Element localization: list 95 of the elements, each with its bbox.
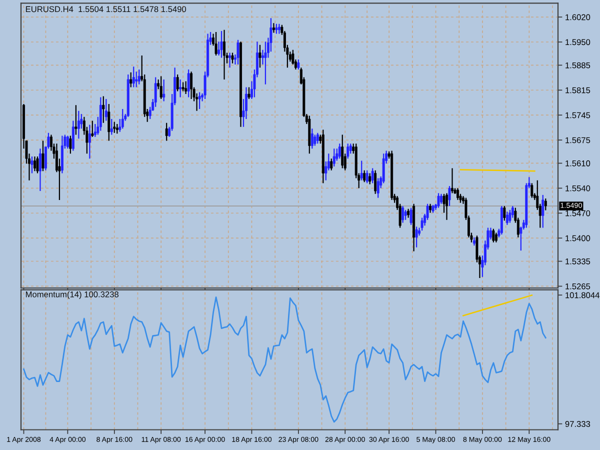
candlestick (371, 168, 374, 184)
y-tick-label: 1.5950 (566, 39, 590, 46)
candlestick (278, 23, 280, 34)
candlestick (456, 188, 459, 200)
candlestick (420, 217, 424, 232)
y-tick-label: 1.5675 (566, 137, 590, 144)
candlestick (236, 39, 240, 66)
candlestick (530, 182, 534, 198)
y-tick-label: 1.5400 (566, 235, 590, 242)
candlestick (77, 110, 80, 140)
candlestick (316, 132, 319, 144)
y-tick-label: 1.5335 (566, 258, 590, 264)
candlestick (508, 209, 512, 224)
candlestick (231, 52, 234, 64)
candlestick (446, 192, 448, 220)
candlestick (437, 192, 440, 208)
candlestick (451, 168, 454, 194)
candlestick (154, 76, 157, 108)
candlestick (102, 96, 105, 124)
candlestick (542, 194, 544, 228)
candlestick (104, 98, 108, 122)
chart-title: Momentum(14) 100.3238 (26, 291, 119, 299)
candlestick (160, 76, 162, 100)
candlestick (187, 68, 190, 98)
candlestick (410, 207, 412, 226)
candlestick (190, 71, 193, 100)
candlestick (494, 232, 498, 243)
candlestick (297, 58, 300, 70)
y-tick-label: 1.5885 (566, 62, 590, 68)
candlestick (258, 44, 262, 68)
candlestick (415, 226, 418, 248)
candlestick (275, 23, 278, 34)
candlestick (121, 108, 124, 130)
candlestick (91, 120, 94, 138)
candlestick (162, 78, 166, 102)
candlestick (184, 80, 188, 95)
candlestick (223, 29, 226, 80)
candlestick (165, 122, 168, 142)
candlestick (74, 104, 78, 136)
candlestick (272, 22, 275, 34)
y-tick-label: 1.5815 (566, 87, 590, 94)
y-tick-label: 1.5265 (566, 283, 590, 290)
candlestick (346, 143, 350, 160)
candlestick (66, 135, 69, 150)
candlestick (110, 118, 113, 136)
candlestick (374, 170, 377, 194)
candlestick (220, 30, 223, 58)
candlestick (99, 96, 102, 132)
candlestick (310, 128, 314, 150)
candlestick (42, 140, 44, 172)
candlestick (314, 134, 316, 146)
candlestick (33, 156, 36, 172)
candlestick (349, 143, 352, 154)
candlestick (248, 86, 250, 100)
candlestick (363, 170, 366, 183)
candlestick (440, 193, 442, 204)
y-tick-label: 1.5745 (566, 112, 590, 118)
candlestick (492, 228, 495, 243)
candlestick (176, 74, 179, 92)
y-tick-label: 1.5540 (566, 185, 590, 192)
candlestick (332, 148, 336, 167)
candlestick (360, 160, 363, 181)
y-tick-label: 1.6020 (566, 14, 590, 20)
candlestick (72, 120, 74, 152)
candlestick (198, 92, 201, 110)
candlestick (113, 121, 116, 134)
y-tick-label: 97.333 (565, 421, 590, 427)
candlestick (130, 72, 132, 88)
candlestick (264, 41, 267, 85)
candlestick (132, 66, 135, 88)
candlestick (30, 156, 34, 174)
candlestick (116, 123, 118, 134)
candlestick (108, 103, 110, 142)
y-tick-label: 1.5470 (566, 210, 590, 216)
candlestick (292, 49, 294, 66)
candlestick (376, 178, 380, 198)
candlestick (338, 143, 341, 160)
candlestick (36, 156, 39, 174)
candlestick (330, 158, 333, 171)
candlestick (88, 124, 91, 160)
candlestick (368, 172, 372, 185)
candlestick (69, 135, 72, 154)
candlestick (341, 134, 344, 169)
candlestick (214, 31, 218, 56)
y-tick-label: 101.8044 (566, 292, 600, 298)
candlestick (179, 78, 182, 98)
candlestick (404, 209, 407, 220)
candlestick (448, 185, 451, 207)
candlestick (38, 148, 42, 192)
candlestick (382, 153, 385, 184)
candlestick (402, 205, 404, 224)
candlestick (228, 52, 231, 68)
chart-title: EURUSD.H4 1.5504 1.5511 1.5478 1.5490 (26, 6, 186, 12)
candlestick (544, 198, 547, 211)
y-tick-label: 1.5610 (566, 160, 590, 166)
